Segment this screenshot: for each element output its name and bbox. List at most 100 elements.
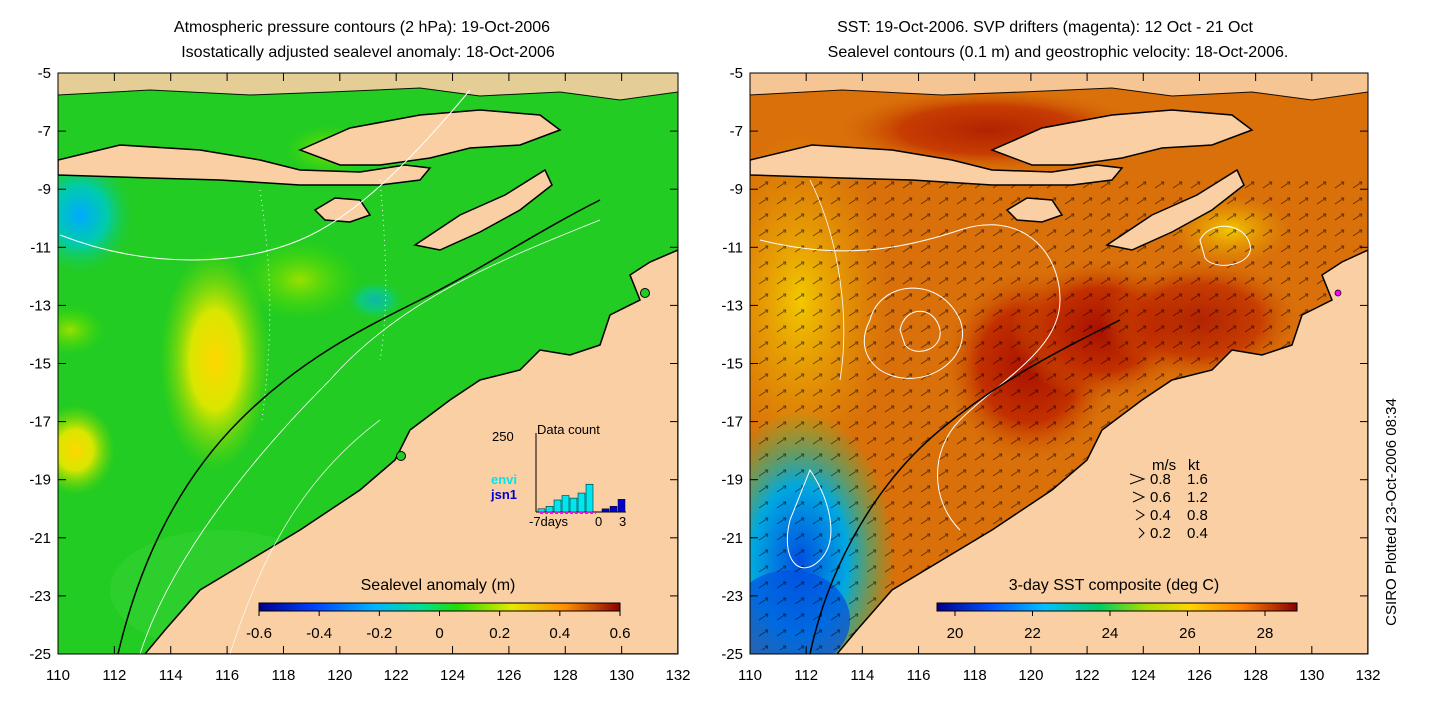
sst-colorbar-tick-label: 22 [1024,625,1041,642]
right-y-tick-label: -7 [730,123,743,140]
sst-colorbar-tick-label: 24 [1102,625,1119,642]
sumba-island [313,197,372,223]
left-y-tick-label: -11 [30,239,51,256]
velocity-legend-kt: 0.8 [1187,507,1208,524]
left-y-tick-label: -25 [29,646,51,663]
inset-bars [537,483,626,513]
australia-mainland [144,249,678,654]
right-y-tick-label: -15 [721,356,743,373]
left-title-line2: Isostatically adjusted sealevel anomaly:… [181,44,555,61]
sealevel-contour-eddy-3 [1199,225,1251,266]
northern-islands-right [750,73,1368,101]
left-y-tick-label: -15 [29,356,51,373]
dotted-contour-1 [379,179,387,361]
data-count-inset: 250 Data count envi jsn1 -7days 0 3 [490,422,626,529]
sealevel-contour-west [809,179,845,381]
inset-xlabel-left: -7days [529,514,569,529]
right-y-tick-label: -5 [730,65,743,82]
sealevel-colorbar-tick-label: -0.4 [306,625,332,642]
sealevel-colorbar-tick-label: 0.6 [610,625,631,642]
left-x-tick-label: 114 [159,667,183,684]
right-x-tick-label: 114 [850,667,874,684]
sst-colorbar-ramp [936,602,1298,612]
left-x-tick-label: 132 [665,667,690,684]
flores-island-right [990,109,1254,166]
right-y-tick-label: -11 [722,239,743,256]
sealevel-contour-eddy-2 [899,310,941,352]
sla-low-center [345,280,405,320]
left-map: 250 Data count envi jsn1 -7days 0 3 Seal… [58,73,678,654]
sla-low-west [58,155,135,275]
inset-title: Data count [537,422,600,437]
sealevel-contour-sw [786,468,832,569]
velocity-legend-header-ms: m/s [1152,457,1176,474]
left-axes: -5 -7 -9 -11 -13 -15 -17 -19 -21 -23 -25 110 112 114 1… [29,65,690,684]
right-x-tick-label: 110 [738,667,762,684]
velocity-legend-ms: 0.2 [1150,525,1171,542]
velocity-legend-ms: 0.6 [1150,489,1171,506]
velocity-legend-ms: 0.4 [1150,507,1171,524]
left-x-tick-label: 124 [440,667,465,684]
inset-bar-envi [577,492,586,513]
left-x-tick-label: 122 [384,667,409,684]
sealevel-colorbar-tick-label: -0.6 [246,625,272,642]
velocity-legend-kt: 1.2 [1187,489,1208,506]
left-y-tick-label: -5 [38,65,51,82]
left-y-tick-label: -23 [29,588,51,605]
right-y-tick-label: -23 [721,588,743,605]
sealevel-colorbar-tick-label: 0 [435,625,443,642]
right-y-tick-label: -13 [721,297,743,314]
right-panel: SST: 19-Oct-2006. SVP drifters (magenta)… [721,19,1380,684]
left-y-tick-label: -19 [29,472,51,489]
right-x-tick-label: 112 [794,667,818,684]
sealevel-colorbar-ramp [258,602,621,612]
right-x-tick-label: 128 [1243,667,1268,684]
left-x-tick-label: 116 [215,667,239,684]
right-x-tick-label: 118 [963,667,987,684]
inset-bar-envi [585,483,594,513]
shelf-contour [117,199,601,654]
left-y-tick-label: -13 [29,297,51,314]
velocity-legend-arrow [1138,527,1145,539]
right-x-tick-label: 124 [1131,667,1156,684]
velocity-legend-kt: 1.6 [1187,471,1208,488]
flores-island [298,109,562,166]
sst-colorbar-label: 3-day SST composite (deg C) [1009,577,1219,594]
left-x-tick-label: 126 [496,667,521,684]
left-y-tick-label: -7 [38,123,51,140]
lesser-sunda-islands-right [750,144,1124,186]
sumba-island-right [1005,197,1064,223]
sealevel-colorbar-tick-label: 0.4 [549,625,570,642]
left-x-tick-label: 112 [102,667,126,684]
inset-bar-envi [537,508,546,513]
inset-bar-jsn1 [617,499,626,513]
inset-xlabel-right: 3 [619,514,626,529]
sla-patch-a [240,240,360,320]
inset-bar-envi [561,495,570,513]
inset-bar-envi [545,506,554,513]
inset-label-250: 250 [492,429,514,444]
station-marker-coast [396,451,406,461]
left-x-tick-label: 110 [46,667,70,684]
right-y-tick-label: -17 [721,414,743,431]
right-x-tick-label: 122 [1075,667,1100,684]
velocity-legend-header-kt: kt [1188,457,1201,474]
sst-colorbar: 3-day SST composite (deg C) 20 22 24 26 28 [936,577,1298,642]
sealevel-colorbar: Sealevel anomaly (m) -0.6 -0.4 -0.2 0 0.2 0.4… [246,577,630,642]
velocity-legend-ms: 0.8 [1150,471,1171,488]
right-title-line2: Sealevel contours (0.1 m) and geostrophi… [828,44,1289,61]
sealevel-contour-eddy-1 [863,287,963,379]
velocity-legend: m/s kt 0.8 1.60.6 1.20.4 0.80.2 0.4 [1129,457,1208,542]
sst-colorbar-tick-label: 28 [1257,625,1274,642]
sealevel-colorbar-tick-label: 0.2 [489,625,510,642]
sealevel-colorbar-tick-label: -0.2 [366,625,392,642]
inset-bar-jsn1 [601,508,610,513]
station-marker-ne [640,288,650,298]
right-x-tick-label: 132 [1355,667,1380,684]
inset-legend-jsn1: jsn1 [490,487,517,502]
right-map: m/s kt 0.8 1.60.6 1.20.4 0.80.2 0.4 3-day SS… [750,73,1368,654]
velocity-legend-rows: 0.8 1.60.6 1.20.4 0.80.2 0.4 [1129,471,1208,542]
left-x-tick-label: 128 [553,667,578,684]
velocity-legend-arrow [1132,491,1146,503]
